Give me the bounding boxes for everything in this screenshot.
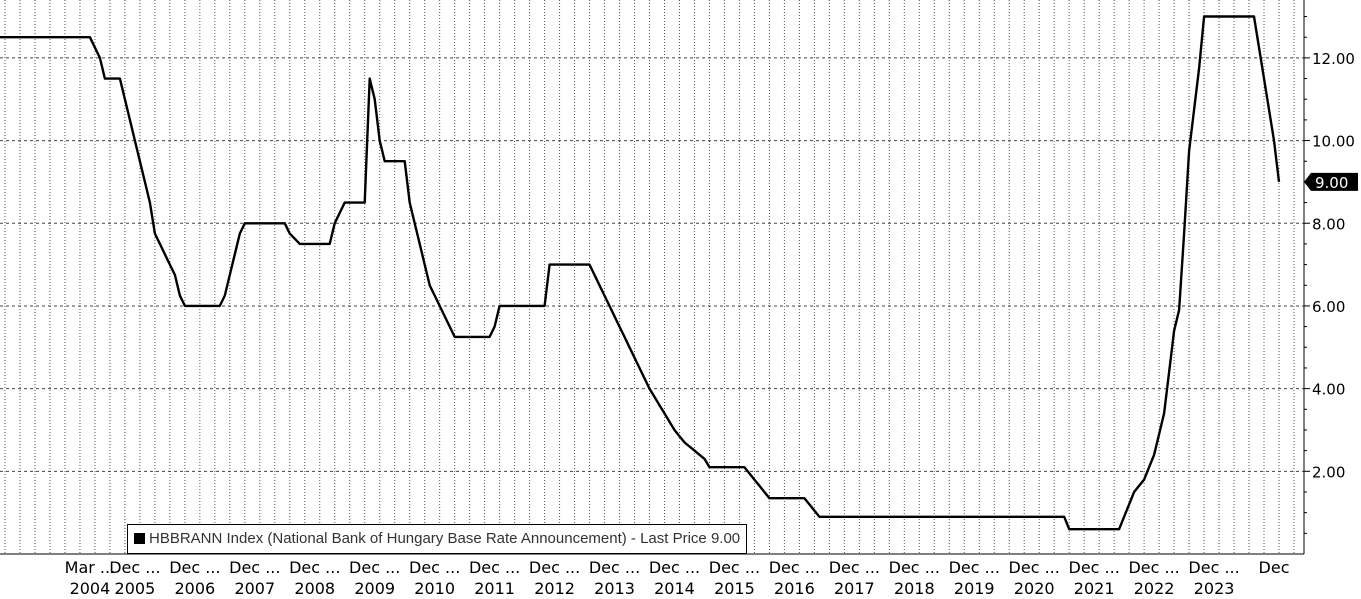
legend-label: HBBRANN Index (National Bank of Hungary …	[149, 530, 741, 547]
x-tick-year-label: 2016	[774, 579, 815, 598]
x-tick-year-label: 2012	[534, 579, 575, 598]
x-tick-label: Dec ...	[529, 558, 580, 577]
plot-series	[0, 15, 1281, 531]
x-tick-year-label: 2020	[1014, 579, 1055, 598]
x-tick-label: Dec ...	[889, 558, 940, 577]
x-tick-label: Dec ...	[829, 558, 880, 577]
x-tick-label: Dec ...	[349, 558, 400, 577]
y-axis: 2.00 4.00 6.00 8.00 10.00 12.00 9.00	[1303, 0, 1358, 554]
grid-lines	[0, 0, 1304, 554]
y-tick-label: 2.00	[1312, 463, 1345, 481]
x-tick-year-label: 2015	[714, 579, 755, 598]
x-tick-label: Dec ...	[289, 558, 340, 577]
x-tick-label: Dec ...	[229, 558, 280, 577]
x-tick-year-label: 2018	[894, 579, 935, 598]
x-tick-year-label: 2019	[954, 579, 995, 598]
x-tick-label: Dec ...	[949, 558, 1000, 577]
x-tick-year-label: 2013	[594, 579, 635, 598]
x-axis: Mar ... 2004 Dec ... 2005 Dec ... 2006 Dec ...…	[0, 553, 1304, 598]
last-price-label: 9.00	[1315, 174, 1348, 192]
x-tick-year-label: 2011	[474, 579, 515, 598]
x-tick-label: Dec ...	[1128, 558, 1179, 577]
y-tick-label: 8.00	[1312, 215, 1345, 233]
y-tick-label: 4.00	[1312, 381, 1345, 399]
last-price-marker	[1304, 172, 1358, 191]
x-tick-label: Dec ...	[649, 558, 700, 577]
x-tick-label: Mar ...	[65, 558, 116, 577]
x-tick-year-label: 2005	[115, 579, 156, 598]
x-tick-year-label: 2006	[174, 579, 215, 598]
x-tick-label: Dec ...	[1188, 558, 1239, 577]
legend: HBBRANN Index (National Bank of Hungary …	[127, 524, 748, 554]
x-tick-year-label: 2022	[1134, 579, 1175, 598]
x-tick-year-label: 2009	[354, 579, 395, 598]
x-tick-year-label: 2008	[294, 579, 335, 598]
x-tick-year-label: 2010	[414, 579, 455, 598]
x-tick-label: Dec ...	[469, 558, 520, 577]
x-tick-label: Dec	[1259, 558, 1290, 577]
y-tick-label: 12.00	[1312, 50, 1355, 68]
x-tick-label: Dec ...	[769, 558, 820, 577]
x-tick-label: Dec ...	[409, 558, 460, 577]
legend-swatch	[134, 533, 145, 544]
x-tick-label: Dec ...	[109, 558, 160, 577]
x-tick-year-label: 2014	[654, 579, 695, 598]
x-tick-year-label: 2004	[70, 579, 111, 598]
x-tick-label: Dec ...	[169, 558, 220, 577]
x-tick-label: Dec ...	[1069, 558, 1120, 577]
x-tick-year-label: 2023	[1194, 579, 1235, 598]
x-tick-label: Dec ...	[589, 558, 640, 577]
y-tick-label: 6.00	[1312, 298, 1345, 316]
y-tick-label: 10.00	[1312, 133, 1355, 151]
x-tick-label: Dec ...	[1009, 558, 1060, 577]
x-tick-label: Dec ...	[709, 558, 760, 577]
series-line	[0, 15, 1281, 531]
x-tick-year-label: 2007	[234, 579, 275, 598]
x-tick-year-label: 2017	[834, 579, 875, 598]
x-tick-year-label: 2021	[1074, 579, 1115, 598]
